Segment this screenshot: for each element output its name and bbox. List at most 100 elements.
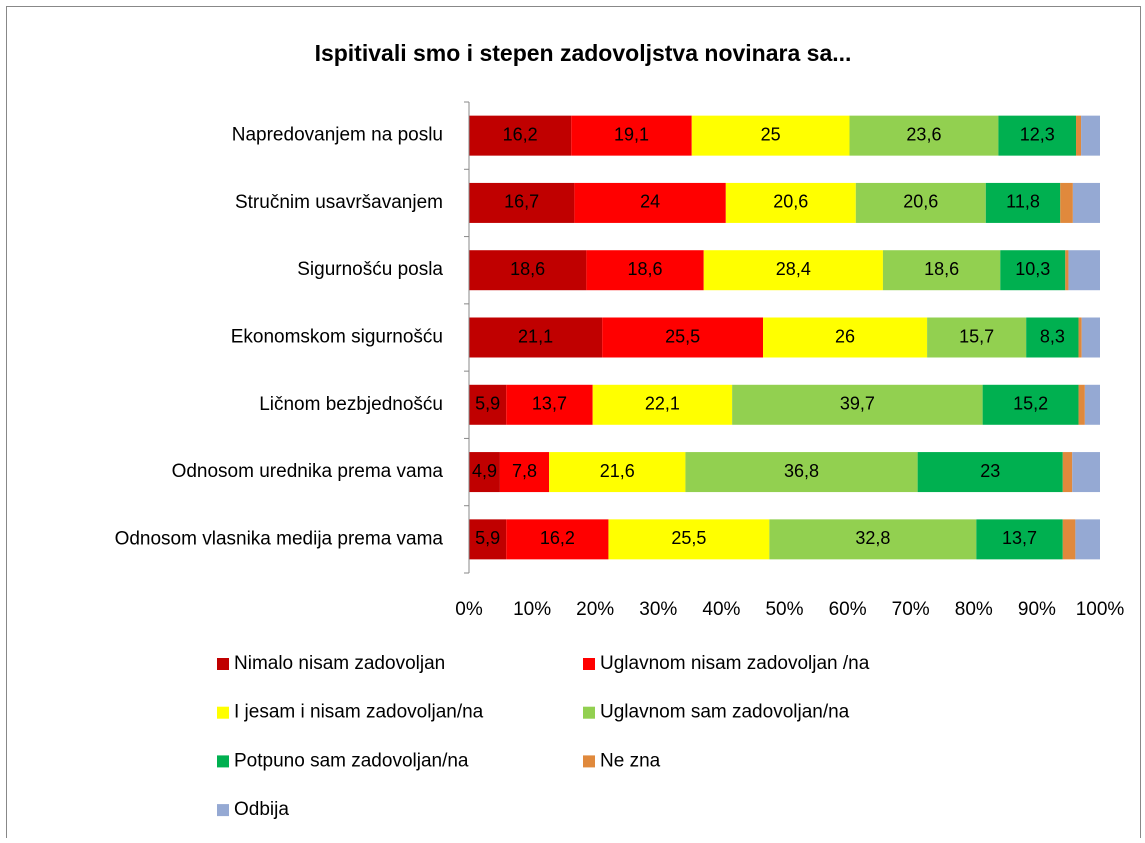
bar-segment bbox=[855, 182, 986, 223]
legend-label: Odbija bbox=[234, 799, 289, 820]
bar-segment bbox=[602, 317, 764, 358]
bar-segment bbox=[998, 115, 1077, 156]
data-label: 25 bbox=[761, 124, 781, 144]
data-label: 20,6 bbox=[903, 192, 938, 212]
data-label: 11,8 bbox=[1006, 192, 1040, 212]
bar-segment bbox=[725, 182, 856, 223]
bar-segment bbox=[917, 452, 1063, 493]
y-tick-label: Sigurnošću posla bbox=[297, 259, 443, 280]
bar-segment bbox=[1084, 384, 1100, 425]
bar-segment bbox=[506, 384, 593, 425]
data-label: 12,3 bbox=[1020, 124, 1055, 144]
y-tick-label: Ličnom bezbjednošću bbox=[259, 394, 443, 415]
data-label: 15,7 bbox=[959, 326, 994, 346]
x-tick-label: 30% bbox=[639, 599, 677, 620]
x-tick-label: 60% bbox=[829, 599, 867, 620]
bar-segment bbox=[1076, 115, 1082, 156]
bar-segment bbox=[1078, 317, 1082, 358]
legend-label: Nimalo nisam zadovoljan bbox=[234, 653, 445, 674]
bar-segment bbox=[1075, 519, 1100, 560]
x-tick-label: 100% bbox=[1076, 599, 1125, 620]
x-tick-label: 10% bbox=[513, 599, 551, 620]
legend-label: Uglavnom nisam zadovoljan /na bbox=[600, 653, 870, 674]
legend-label: I jesam i nisam zadovoljan/na bbox=[234, 702, 484, 723]
x-tick-label: 70% bbox=[892, 599, 930, 620]
bar-segment bbox=[1081, 115, 1100, 156]
data-label: 23,6 bbox=[906, 124, 941, 144]
bar-segment bbox=[469, 250, 587, 291]
bar-segment bbox=[1072, 182, 1100, 223]
bar-segment bbox=[469, 519, 507, 560]
legend-swatch bbox=[583, 755, 595, 768]
y-tick-label: Stručnim usavršavanjem bbox=[235, 192, 443, 213]
bar-segment bbox=[982, 384, 1079, 425]
data-label: 23 bbox=[980, 461, 1000, 481]
x-tick-label: 40% bbox=[702, 599, 740, 620]
legend-swatch bbox=[583, 706, 595, 719]
bar-segment bbox=[592, 384, 733, 425]
data-label: 18,6 bbox=[510, 259, 545, 279]
data-label: 32,8 bbox=[855, 528, 890, 548]
bar-segment bbox=[1078, 384, 1085, 425]
bar-segment bbox=[1062, 452, 1073, 493]
bar-segment bbox=[586, 250, 704, 291]
data-label: 10,3 bbox=[1015, 259, 1050, 279]
data-label: 13,7 bbox=[1002, 528, 1037, 548]
data-label: 24 bbox=[640, 192, 660, 212]
x-tick-label: 50% bbox=[765, 599, 803, 620]
data-label: 8,3 bbox=[1040, 326, 1065, 346]
bar-segment bbox=[882, 250, 1001, 291]
chart-title: Ispitivali smo i stepen zadovoljstva nov… bbox=[315, 40, 852, 66]
bar-segment bbox=[1026, 317, 1079, 358]
data-label: 5,9 bbox=[475, 528, 500, 548]
legend-swatch bbox=[217, 804, 229, 817]
legend-label: Potpuno sam zadovoljan/na bbox=[234, 750, 469, 771]
y-tick-label: Ekonomskom sigurnošću bbox=[231, 327, 443, 348]
bar-segment bbox=[849, 115, 999, 156]
bar-segment bbox=[685, 452, 918, 493]
bar-segment bbox=[571, 115, 692, 156]
bar-segment bbox=[499, 452, 550, 493]
legend-label: Uglavnom sam zadovoljan/na bbox=[600, 702, 850, 723]
x-tick-label: 0% bbox=[455, 599, 483, 620]
data-label: 13,7 bbox=[532, 394, 567, 414]
data-label: 16,7 bbox=[504, 192, 539, 212]
data-label: 19,1 bbox=[614, 124, 649, 144]
y-tick-label: Odnosom urednika prema vama bbox=[172, 461, 444, 482]
data-label: 28,4 bbox=[776, 259, 811, 279]
bar-segment bbox=[1065, 250, 1069, 291]
bar-segment bbox=[506, 519, 609, 560]
legend-swatch bbox=[217, 706, 229, 719]
bar-segment bbox=[732, 384, 983, 425]
bar-segment bbox=[1060, 182, 1073, 223]
bar-segment bbox=[763, 317, 928, 358]
data-label: 39,7 bbox=[840, 394, 875, 414]
data-label: 20,6 bbox=[773, 192, 808, 212]
y-tick-label: Odnosom vlasnika medija prema vama bbox=[115, 528, 444, 549]
bar-segment bbox=[691, 115, 850, 156]
bar-segment bbox=[469, 452, 500, 493]
legend-label: Ne zna bbox=[600, 750, 661, 771]
bar-segment bbox=[927, 317, 1027, 358]
bar-segment bbox=[549, 452, 686, 493]
data-label: 25,5 bbox=[665, 326, 700, 346]
data-label: 36,8 bbox=[784, 461, 819, 481]
legend-swatch bbox=[217, 658, 229, 670]
x-tick-label: 90% bbox=[1018, 599, 1056, 620]
bar-segment bbox=[1081, 317, 1100, 358]
x-tick-label: 80% bbox=[955, 599, 993, 620]
legend-swatch bbox=[583, 658, 595, 670]
bar-segment bbox=[608, 519, 770, 560]
data-label: 7,8 bbox=[512, 461, 537, 481]
data-label: 25,5 bbox=[671, 528, 706, 548]
data-label: 21,1 bbox=[518, 326, 553, 346]
y-tick-label: Napredovanjem na poslu bbox=[232, 125, 443, 146]
legend-swatch bbox=[217, 755, 229, 768]
data-label: 16,2 bbox=[540, 528, 575, 548]
data-label: 18,6 bbox=[628, 259, 663, 279]
data-label: 16,2 bbox=[503, 124, 538, 144]
bar-segment bbox=[469, 317, 603, 358]
bar-segment bbox=[1068, 250, 1100, 291]
bar-segment bbox=[1062, 519, 1076, 560]
